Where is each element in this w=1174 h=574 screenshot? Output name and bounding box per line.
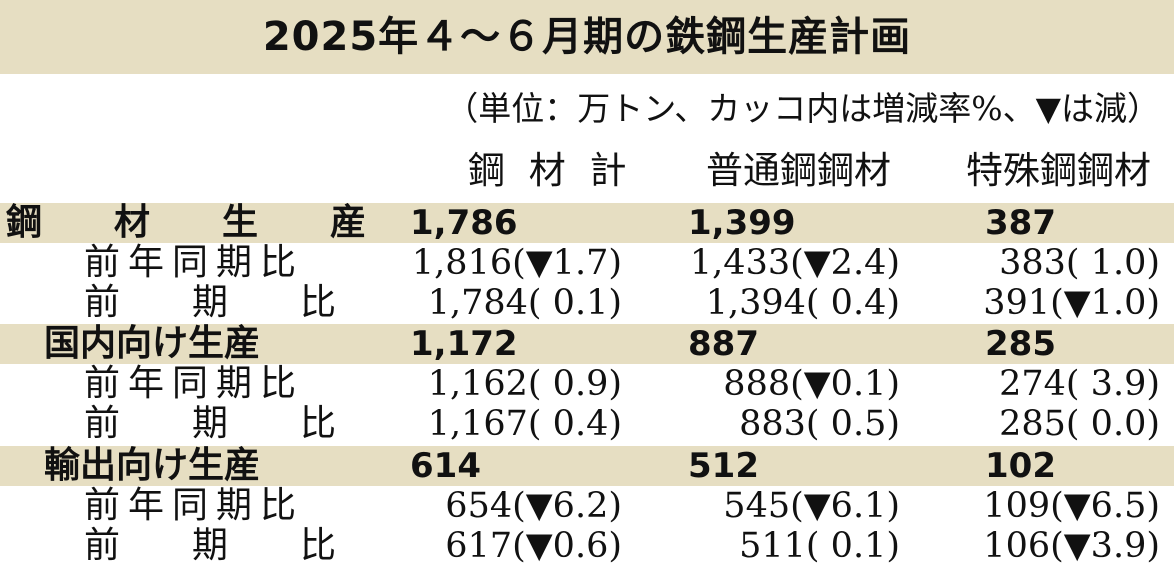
section-value: 512	[688, 446, 759, 486]
column-header-ordinary: 普通鋼鋼材	[706, 149, 891, 192]
row-value: 391(▼1.0)	[983, 283, 1160, 323]
column-header-special: 特殊鋼鋼材	[966, 149, 1151, 192]
row-value: 106(▼3.9)	[983, 526, 1160, 566]
title-bar	[0, 0, 1174, 74]
row-value: 617(▼0.6)	[445, 526, 622, 566]
section-label: 輸出向け生産	[44, 445, 261, 486]
row-value: 888(▼0.1)	[723, 364, 900, 404]
row-value: 1,816(▼1.7)	[411, 243, 622, 283]
section-band	[0, 203, 1174, 243]
row-label: 前 期 比	[84, 403, 337, 444]
row-value: 654(▼6.2)	[445, 486, 622, 526]
section-value: 1,786	[410, 203, 518, 243]
section-band	[0, 446, 1174, 486]
section-band	[0, 324, 1174, 364]
row-label: 前年同期比	[84, 363, 305, 404]
row-value: 545(▼6.1)	[723, 486, 900, 526]
section-value: 285	[985, 324, 1056, 364]
row-label: 前 期 比	[84, 282, 337, 323]
section-label: 国内向け生産	[44, 323, 261, 364]
row-value: 1,433(▼2.4)	[689, 243, 900, 283]
row-label: 前年同期比	[84, 242, 305, 283]
section-value: 1,172	[410, 324, 518, 364]
row-label: 前 期 比	[84, 525, 337, 566]
section-value: 102	[985, 446, 1056, 486]
row-value: 383( 1.0)	[999, 243, 1160, 283]
unit-note: （単位：万トン、カッコ内は増減率%、▼は減）	[445, 89, 1160, 128]
row-value: 883( 0.5)	[739, 404, 900, 444]
row-value: 511( 0.1)	[739, 526, 900, 566]
section-label: 鋼 材 生 産	[6, 202, 367, 243]
row-value: 1,162( 0.9)	[427, 364, 622, 404]
section-value: 387	[985, 203, 1056, 243]
row-value: 1,784( 0.1)	[427, 283, 622, 323]
chart-title: 2025年４～６月期の鉄鋼生産計画	[262, 14, 912, 60]
column-header-total: 鋼 材 計	[468, 149, 633, 192]
row-value: 274( 3.9)	[999, 364, 1160, 404]
section-value: 1,399	[688, 203, 796, 243]
section-value: 887	[688, 324, 759, 364]
row-value: 1,167( 0.4)	[427, 404, 622, 444]
row-value: 285( 0.0)	[999, 404, 1160, 444]
row-label: 前年同期比	[84, 485, 305, 526]
row-value: 109(▼6.5)	[983, 486, 1160, 526]
section-value: 614	[410, 446, 481, 486]
row-value: 1,394( 0.4)	[705, 283, 900, 323]
